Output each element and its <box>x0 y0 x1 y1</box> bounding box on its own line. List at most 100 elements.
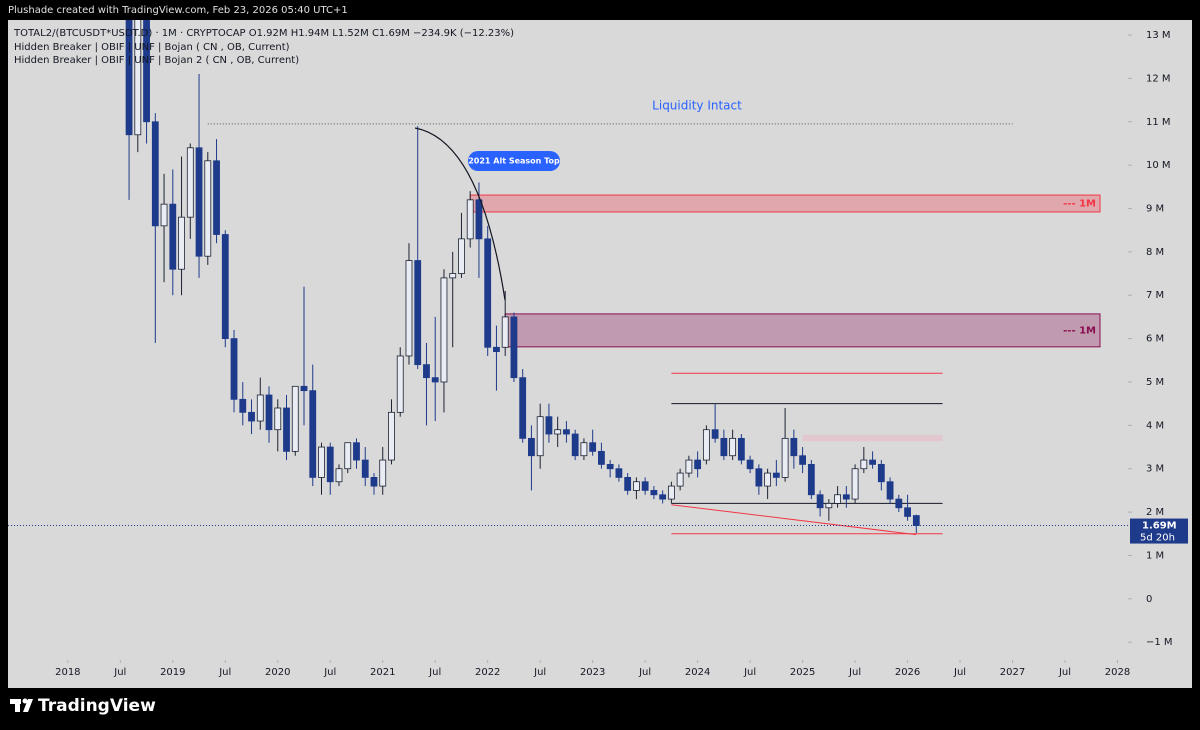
candle-body <box>676 472 684 487</box>
alt-season-pill <box>468 151 560 171</box>
candle-body <box>405 260 413 357</box>
candle-body <box>143 20 150 123</box>
x-tick-label: 2020 <box>265 667 290 678</box>
candle-body <box>379 459 387 487</box>
candle-body <box>423 364 430 379</box>
arc <box>414 127 506 301</box>
y-tick-label: 6 M <box>1146 334 1164 345</box>
candle-body <box>633 481 640 491</box>
candle-body <box>300 385 308 392</box>
candle-body <box>440 277 448 383</box>
candle-body <box>904 507 911 517</box>
x-tick-label: Jul <box>533 667 546 678</box>
candle-body <box>204 160 212 257</box>
candle-body <box>344 442 352 470</box>
x-tick-label: 2025 <box>790 667 815 678</box>
candle-body <box>466 199 474 240</box>
candle-body <box>799 455 807 465</box>
y-tick-label: 0 <box>1146 594 1152 605</box>
x-tick-label: 2027 <box>1000 667 1025 678</box>
candle-body <box>475 199 483 240</box>
x-tick-label: 2022 <box>475 667 500 678</box>
candle-body <box>589 442 597 452</box>
brand-logo <box>10 698 33 712</box>
candle-body <box>790 437 798 457</box>
candle-body <box>702 429 710 461</box>
price-label: 1.69M <box>1142 521 1177 532</box>
candle-body <box>178 216 185 270</box>
zone-label: --- 1M <box>1063 199 1096 210</box>
y-tick-label: 7 M <box>1146 290 1164 301</box>
x-tick-label: 2018 <box>55 667 80 678</box>
candle-body <box>807 463 815 496</box>
y-tick-label: 10 M <box>1146 160 1171 171</box>
candle-body <box>545 416 553 435</box>
x-tick-label: Jul <box>1058 667 1071 678</box>
x-tick-label: 2028 <box>1105 667 1130 678</box>
candle-body <box>772 472 780 478</box>
candle-body <box>842 494 850 500</box>
x-tick-label: Jul <box>323 667 336 678</box>
candle-body <box>151 121 159 227</box>
candle-body <box>816 494 824 509</box>
candle-body <box>291 385 299 452</box>
candle-body <box>353 442 360 461</box>
x-tick-label: Jul <box>638 667 651 678</box>
candle-body <box>641 481 649 491</box>
candle-body <box>431 377 439 383</box>
candle-body <box>326 446 334 483</box>
candle-body <box>265 394 273 431</box>
candle-body <box>851 468 859 500</box>
candle-body <box>519 377 527 439</box>
trendline <box>671 504 917 536</box>
price-label-box <box>1130 518 1188 544</box>
zone-label: --- 1M <box>1063 325 1096 336</box>
candle-body <box>571 433 579 457</box>
candle-body <box>895 498 903 509</box>
candle-body <box>877 463 885 483</box>
candle-body <box>230 338 238 400</box>
candle-body <box>484 238 492 348</box>
y-tick-label: 2 M <box>1146 507 1164 518</box>
candle-body <box>825 503 833 509</box>
candle-body <box>729 437 737 457</box>
y-tick-label: −1 M <box>1146 637 1173 648</box>
axes: 13 M 12 M 11 M 10 M 9 M 8 M 7 M 6 M 5 M 4 M 3 M 2 M… <box>55 30 1188 678</box>
candle-body <box>563 429 570 435</box>
candle-body <box>580 442 588 457</box>
candle-body <box>554 429 562 435</box>
candle-body <box>414 260 422 366</box>
candle-body <box>886 481 894 500</box>
x-tick-label: 2019 <box>160 667 185 678</box>
x-tick-label: Jul <box>743 667 756 678</box>
candle-body <box>650 490 658 496</box>
candle-body <box>764 472 772 487</box>
candle-body <box>624 477 632 491</box>
x-tick-label: 2023 <box>580 667 605 678</box>
candle-body <box>860 459 868 470</box>
candle-body <box>169 203 177 270</box>
candle-body <box>746 459 754 470</box>
chart-area <box>8 20 1192 688</box>
candle-body <box>134 20 142 136</box>
candle-body <box>195 147 203 257</box>
candle-body <box>711 429 719 439</box>
candle-body <box>335 468 343 483</box>
candle-body <box>458 238 465 274</box>
candle-body <box>388 411 395 461</box>
candle-body <box>396 355 404 413</box>
candle-body <box>667 485 675 500</box>
candle-body <box>720 437 728 457</box>
candle-body <box>694 459 702 470</box>
candle-body <box>361 459 369 478</box>
zone <box>802 434 943 442</box>
candle-body <box>781 437 789 478</box>
candle-body <box>685 459 693 474</box>
candle-body <box>221 234 229 340</box>
x-tick-label: Jul <box>218 667 231 678</box>
candle-body <box>755 468 763 487</box>
alt-season-label: 2021 Alt Season Top <box>468 157 560 166</box>
candle-body <box>615 468 623 478</box>
y-tick-label: 8 M <box>1146 247 1164 258</box>
